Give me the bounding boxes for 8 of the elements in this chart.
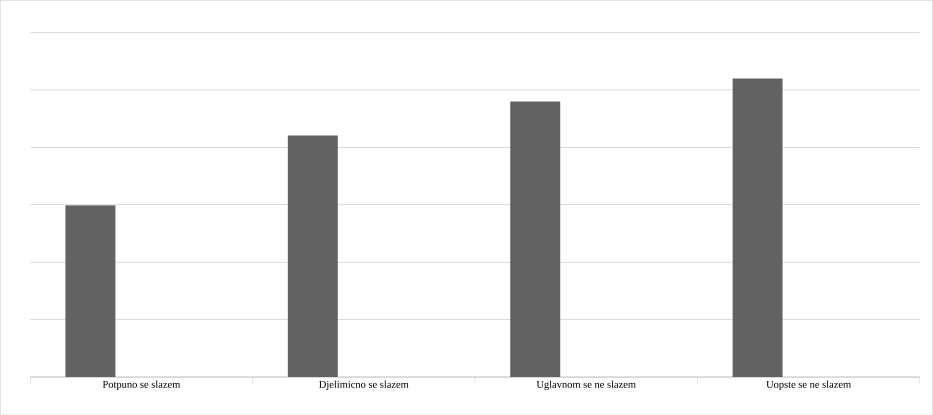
x-tick-label: Djelimicno se slazem	[319, 380, 409, 390]
bar	[732, 78, 783, 377]
bar	[65, 205, 116, 377]
x-tick-label: Uopste se ne slazem	[766, 380, 851, 390]
bar	[288, 135, 338, 377]
bar	[510, 101, 560, 377]
x-tick-label: Potpuno se slazem	[102, 380, 180, 390]
x-tick-label: Uglavnom se ne slazem	[536, 380, 636, 390]
